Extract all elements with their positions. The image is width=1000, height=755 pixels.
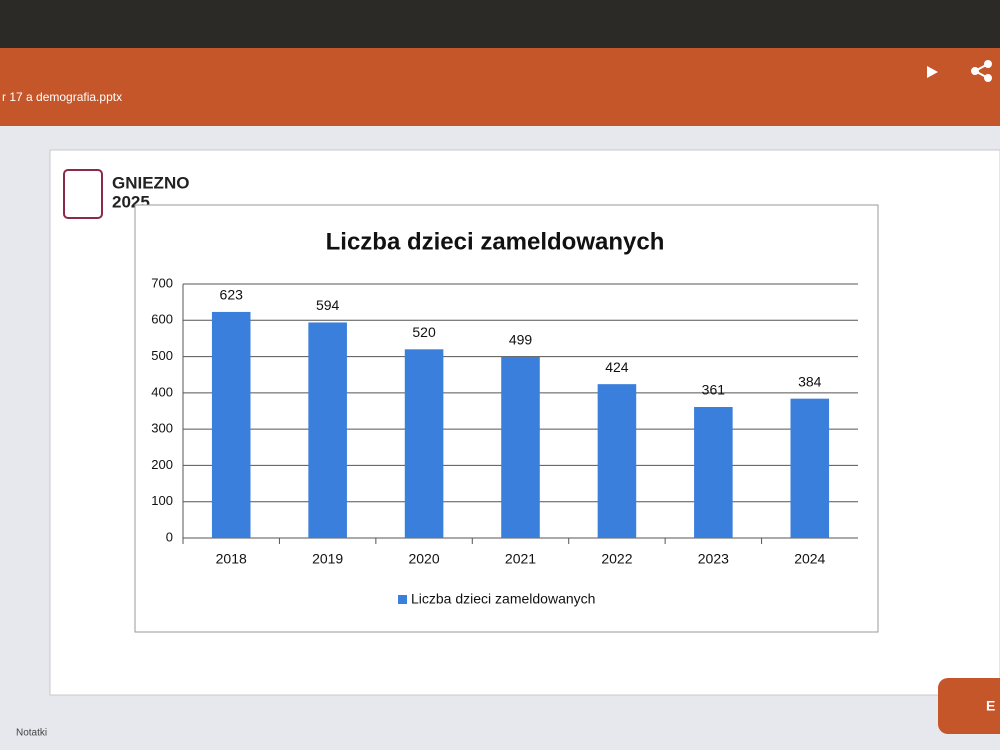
data-label: 384 [798, 373, 822, 389]
x-tick-label: 2020 [408, 551, 439, 567]
notes-toggle[interactable]: Notatki [16, 728, 47, 739]
data-label: 623 [220, 287, 244, 303]
x-tick-label: 2024 [794, 551, 825, 567]
data-label: 424 [605, 359, 629, 375]
y-tick-label: 600 [151, 312, 173, 327]
bar [211, 311, 251, 538]
plot: 0 100 200 300 400 500 600 700 2018 623 2019 594 2020… [151, 275, 858, 607]
bar [694, 407, 733, 538]
y-tick-label: 200 [151, 457, 173, 472]
y-tick-label: 300 [151, 421, 173, 436]
data-label: 499 [509, 332, 533, 348]
x-tick-label: 2023 [698, 551, 729, 567]
bar [790, 398, 830, 538]
bar [404, 349, 444, 538]
y-tick-label: 400 [151, 384, 173, 399]
y-tick-label: 700 [151, 275, 173, 290]
y-tick-label: 0 [166, 529, 173, 544]
x-tick-label: 2022 [601, 551, 632, 567]
data-label: 594 [316, 297, 340, 313]
toolbar [0, 48, 1000, 126]
share-button[interactable] [971, 60, 992, 82]
data-label: 361 [702, 382, 726, 398]
logo-icon [63, 169, 103, 219]
filename: r 17 a demografia.pptx [2, 90, 122, 104]
edit-button[interactable] [938, 678, 1000, 734]
data-label: 520 [412, 324, 436, 340]
bar [597, 384, 637, 538]
edit-label[interactable]: E [986, 698, 995, 714]
bar [501, 356, 540, 538]
chart-title: Liczba dzieci zameldowanych [326, 228, 665, 255]
x-tick-label: 2019 [312, 551, 343, 567]
y-tick-label: 100 [151, 493, 173, 508]
legend-swatch [398, 595, 407, 604]
legend-label: Liczba dzieci zameldowanych [411, 591, 595, 607]
bar [308, 322, 347, 538]
logo-text: GNIEZNO [112, 173, 189, 192]
play-button[interactable] [927, 66, 938, 78]
y-tick-label: 500 [151, 348, 173, 363]
x-tick-label: 2021 [505, 551, 536, 567]
background [0, 0, 1000, 48]
x-tick-label: 2018 [216, 551, 247, 567]
